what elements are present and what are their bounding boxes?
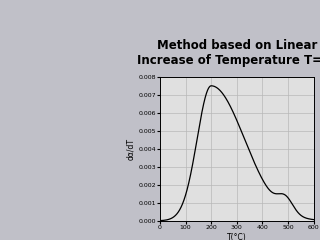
X-axis label: T(°C): T(°C) (227, 233, 247, 240)
Text: Method based on Linear
Increase of Temperature T=at: Method based on Linear Increase of Tempe… (138, 39, 320, 67)
Y-axis label: dα/dT: dα/dT (126, 138, 135, 160)
